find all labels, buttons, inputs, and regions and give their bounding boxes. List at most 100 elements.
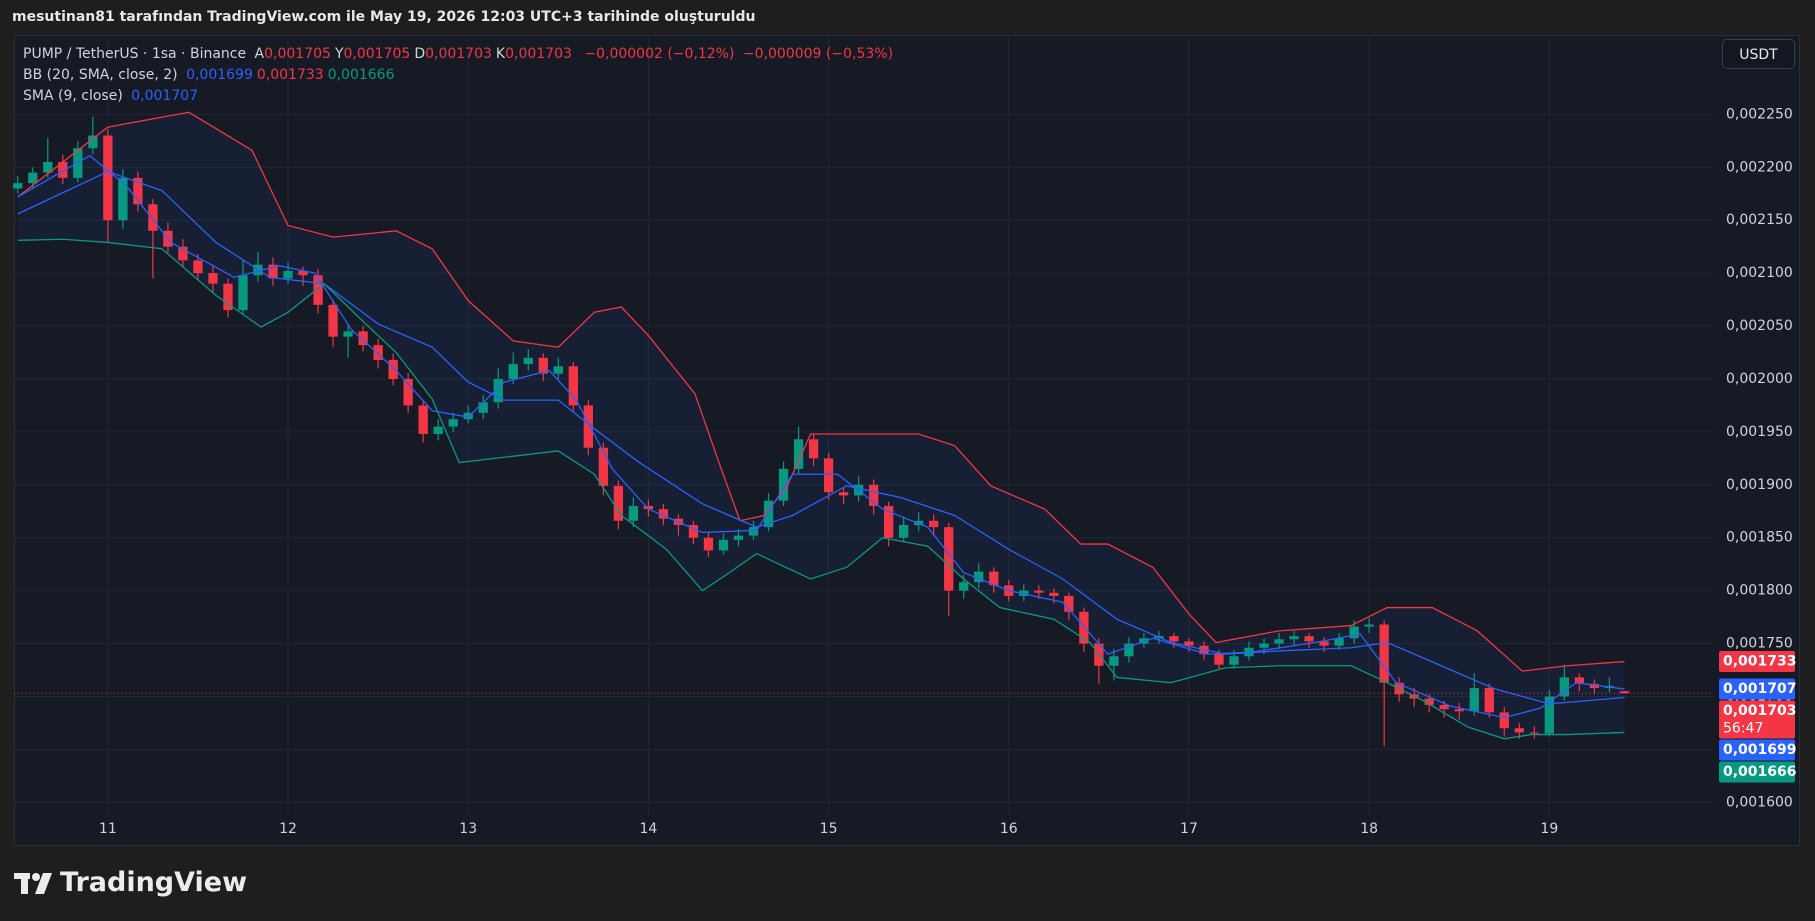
caption: mesutinan81 tarafından TradingView.com i…: [12, 9, 756, 25]
ohlc: A0,001705 Y0,001705 D0,001703 K0,001703: [255, 46, 576, 62]
candle-body: [508, 364, 518, 379]
candle-body: [433, 426, 443, 434]
price-label: 0,001733: [1723, 654, 1797, 670]
candle-body: [688, 525, 699, 538]
price-label: 0,001703: [1723, 703, 1797, 719]
logo-part: [21, 873, 28, 894]
candle-body: [1439, 704, 1449, 710]
y-tick-label: 0,001750: [1726, 636, 1793, 652]
candle-body: [1049, 592, 1059, 596]
candle-body: [1484, 687, 1494, 713]
candle-body: [658, 509, 669, 519]
candle-body: [703, 537, 714, 551]
candle-body: [1469, 687, 1479, 712]
candle-body: [613, 485, 624, 521]
candle-body: [1589, 683, 1600, 688]
candle-body: [538, 357, 548, 374]
change: −0,000009 (−0,53%): [742, 46, 894, 62]
y-tick-label: 0,001850: [1726, 530, 1793, 546]
price-label-box: [1719, 651, 1795, 673]
y-tick-label: 0,001950: [1726, 424, 1793, 440]
indicator-value: 0,001707: [131, 88, 199, 104]
candle-body: [748, 527, 759, 536]
candle-body: [358, 331, 368, 346]
candle-body: [523, 357, 533, 365]
candle-body: [1259, 643, 1269, 648]
candle-body: [193, 260, 203, 274]
x-tick-label: 12: [279, 821, 297, 837]
candle-body: [1289, 636, 1299, 640]
currency-button[interactable]: USDT: [1722, 39, 1795, 69]
candle-body: [373, 345, 383, 360]
candle-body: [763, 500, 774, 528]
candle-body: [974, 571, 984, 583]
candle-body: [1274, 639, 1284, 644]
candle-body: [823, 458, 834, 493]
candle-body: [643, 505, 654, 510]
candle-body: [793, 439, 804, 469]
candle-body: [388, 359, 398, 379]
candle-body: [1349, 626, 1359, 639]
candle-body: [463, 412, 473, 420]
ohlc-key: K: [495, 46, 506, 62]
logo-part: [32, 873, 40, 881]
candle-body: [343, 331, 353, 337]
chart-panel: [14, 35, 1800, 846]
candle-body: [1364, 624, 1374, 627]
price-label-box: [1719, 761, 1795, 783]
y-tick-label: 0,002150: [1726, 212, 1793, 228]
price-label-box: [1719, 739, 1795, 761]
price-label: 0,001666: [1723, 764, 1797, 780]
candle-body: [283, 271, 293, 279]
x-tick-label: 15: [820, 821, 838, 837]
x-tick-label: 16: [1000, 821, 1018, 837]
candle-body: [1544, 696, 1554, 734]
candle-body: [1424, 698, 1434, 705]
candle-body: [13, 183, 23, 189]
x-tick-label: 13: [459, 821, 477, 837]
y-tick-label: 0,002200: [1726, 159, 1793, 175]
candle-body: [989, 571, 999, 586]
price-label-box: [1719, 700, 1795, 739]
candle-body: [778, 468, 789, 501]
candle-body: [1214, 654, 1224, 665]
candle-body: [959, 582, 969, 591]
candle-body: [178, 246, 188, 261]
candle-body: [103, 135, 113, 221]
x-tick-label: 17: [1180, 821, 1198, 837]
x-tick-label: 11: [99, 821, 117, 837]
candle-body: [238, 275, 248, 311]
legend: PUMP / TetherUS · 1sa · Binance A0,00170…: [23, 44, 897, 107]
indicator-line: [17, 154, 1625, 719]
price-label: 0,001707: [1723, 681, 1797, 697]
candle-body: [28, 172, 38, 184]
indicator-line: [17, 238, 1625, 740]
y-tick-label: 0,001900: [1726, 477, 1793, 493]
candle-body: [1109, 656, 1119, 666]
candle-body: [718, 539, 729, 551]
candle-body: [883, 505, 894, 538]
legend-row: PUMP / TetherUS · 1sa · Binance A0,00170…: [23, 44, 897, 65]
candle-body: [478, 402, 488, 413]
ohlc-value: 0,001703: [505, 46, 572, 62]
price-label: 0,001699: [1723, 742, 1797, 758]
candle-body: [58, 162, 68, 178]
candle-body: [328, 304, 338, 337]
candle-body: [133, 177, 143, 205]
candle-body: [148, 204, 158, 231]
candle-body: [553, 366, 563, 374]
indicator-name: SMA (9, close): [23, 88, 123, 104]
y-tick-label: 0,002250: [1726, 106, 1793, 122]
candle-body: [1304, 636, 1314, 642]
candle-body: [1454, 709, 1464, 712]
legend-row: SMA (9, close) 0,001707: [23, 86, 897, 107]
candle-body: [838, 492, 849, 496]
candle-body: [628, 505, 639, 521]
ohlc-value: 0,001705: [343, 46, 411, 62]
candle-body: [929, 520, 939, 528]
candle-body: [568, 366, 578, 406]
price-label-box: [1719, 678, 1795, 700]
candle-body: [1079, 611, 1089, 644]
candle-body: [868, 484, 879, 506]
